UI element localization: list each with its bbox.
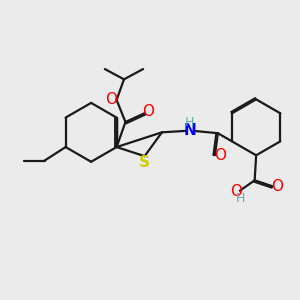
Text: O: O (271, 179, 283, 194)
Text: H: H (185, 116, 195, 129)
Text: S: S (139, 155, 150, 170)
Text: O: O (105, 92, 117, 107)
Text: O: O (230, 184, 242, 199)
Text: H: H (235, 192, 244, 206)
Text: N: N (184, 123, 196, 138)
Text: O: O (142, 104, 154, 119)
Text: O: O (214, 148, 226, 163)
